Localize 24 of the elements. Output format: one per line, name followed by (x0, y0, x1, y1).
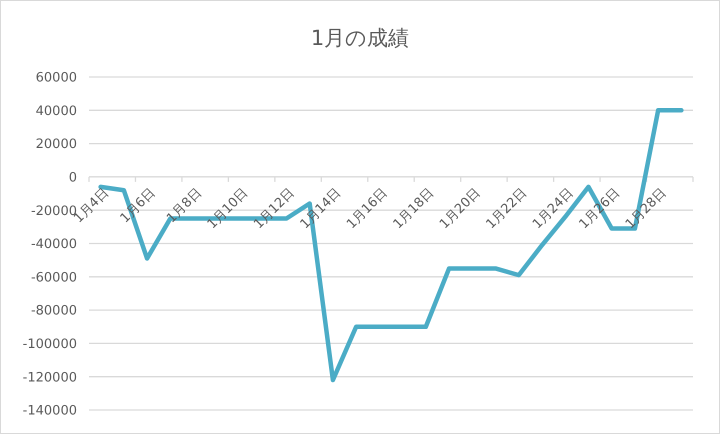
x-tick-label: 1月6日 (118, 186, 158, 226)
y-tick-label: -20000 (30, 204, 77, 219)
y-tick-label: -80000 (30, 304, 77, 319)
x-tick-label: 1月22日 (483, 186, 530, 232)
x-tick-label: 1月18日 (390, 186, 438, 232)
x-tick-label: 1月10日 (204, 186, 252, 232)
x-tick-label: 1月20日 (437, 186, 484, 232)
y-tick-label: -120000 (22, 370, 77, 386)
x-tick-label: 1月28日 (622, 186, 670, 232)
y-tick-label: -100000 (22, 336, 77, 352)
x-tick-label: 1月12日 (251, 186, 298, 232)
y-tick-label: -40000 (30, 237, 77, 252)
chart-title: 1月の成績 (310, 26, 410, 50)
y-tick-label: 40000 (36, 104, 77, 119)
y-tick-label: 0 (68, 170, 77, 186)
y-tick-label: -60000 (30, 270, 77, 286)
x-tick-label: 1月8日 (164, 186, 205, 226)
y-tick-label: 20000 (36, 137, 77, 152)
y-tick-label: 60000 (36, 70, 77, 86)
y-tick-label: -140000 (22, 404, 77, 419)
x-tick-label: 1月24日 (530, 186, 576, 232)
x-tick-label: 1月26日 (576, 186, 623, 232)
x-tick-label: 1月16日 (344, 186, 391, 232)
x-tick-label: 1月14日 (298, 186, 344, 232)
